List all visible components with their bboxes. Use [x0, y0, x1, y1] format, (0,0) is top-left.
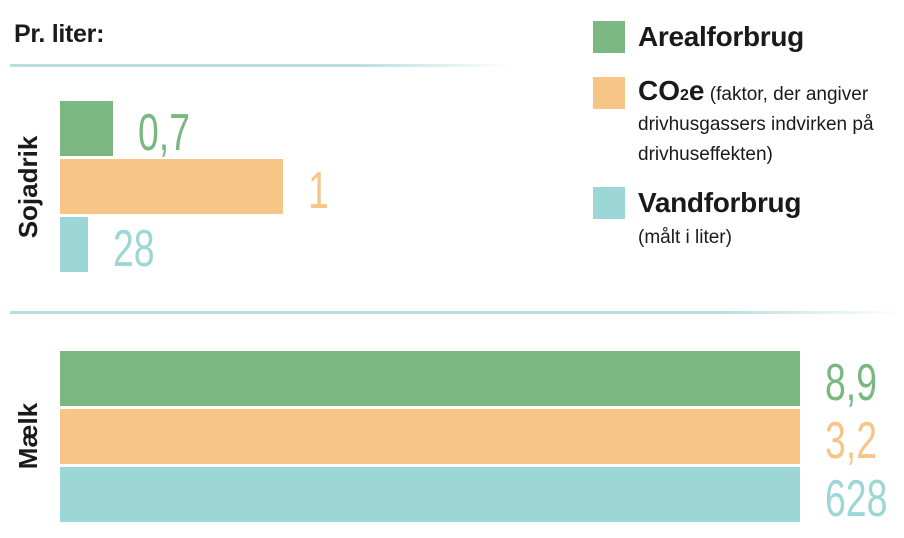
legend-swatch-vandforbrug — [593, 187, 625, 219]
legend-note-co2e-line2: drivhusgassers indvirken på — [638, 114, 874, 135]
bar-sojadrik-vandforbrug — [60, 217, 88, 272]
bar-sojadrik-co2e — [60, 159, 283, 214]
top-divider — [10, 64, 510, 67]
legend-note-co2e-line3: drivhuseffekten) — [638, 144, 773, 165]
chart-title: Pr. liter: — [14, 20, 105, 48]
value-label-sojadrik-arealforbrug: 0,7 — [138, 103, 190, 162]
legend-swatch-co2e — [593, 77, 625, 109]
middle-divider — [10, 311, 902, 314]
legend-label-co2e: CO2e (faktor, der angiver — [638, 75, 869, 106]
legend-swatch-arealforbrug — [593, 21, 625, 53]
legend-item-co2e: CO2e (faktor, der angiver drivhusgassers… — [593, 75, 903, 177]
legend-label-arealforbrug: Arealforbrug — [638, 21, 804, 52]
value-label-mælk-vandforbrug: 628 — [825, 469, 887, 528]
legend-note-vandforbrug: (målt i liter) — [638, 227, 732, 248]
group-label-sojadrik: Sojadrik — [13, 135, 43, 238]
value-label-mælk-co2e: 3,2 — [825, 411, 877, 470]
legend-item-arealforbrug: Arealforbrug — [593, 21, 893, 55]
legend-note-co2e-line1: (faktor, der angiver — [709, 84, 869, 105]
bar-mælk-co2e — [60, 409, 800, 464]
bar-mælk-vandforbrug — [60, 467, 800, 522]
value-label-sojadrik-co2e: 1 — [308, 161, 329, 220]
value-label-mælk-arealforbrug: 8,9 — [825, 353, 877, 412]
group-label-mælk: Mælk — [13, 402, 43, 469]
legend-label-vandforbrug: Vandforbrug — [638, 187, 802, 218]
bar-mælk-arealforbrug — [60, 351, 800, 406]
legend-item-vandforbrug: Vandforbrug (målt i liter) — [593, 187, 893, 257]
bar-sojadrik-arealforbrug — [60, 101, 113, 156]
value-label-sojadrik-vandforbrug: 28 — [113, 219, 155, 278]
